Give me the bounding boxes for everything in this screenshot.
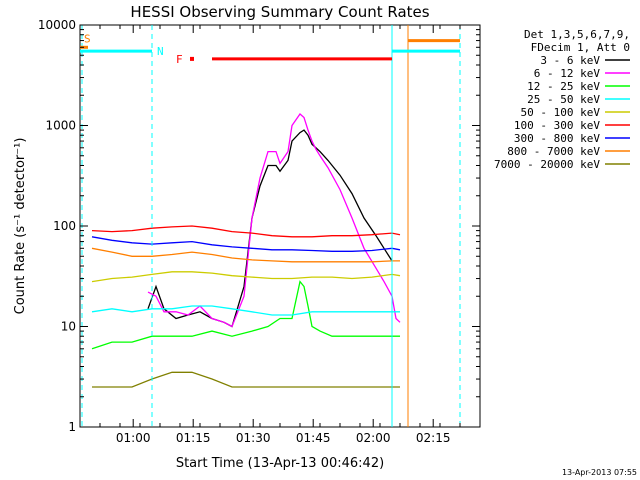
plot-frame <box>79 24 481 428</box>
state-bar-f-dot <box>190 56 194 61</box>
state-label-s: S <box>84 32 91 45</box>
y-tick-label: 1000 <box>45 119 76 133</box>
x-tick-label: 02:15 <box>416 431 451 445</box>
series-layer <box>91 113 401 388</box>
series-6-12-kev-line <box>147 113 401 328</box>
series-3-6-kev-line <box>147 129 393 328</box>
legend-label-50-100-kev: 50 - 100 keV <box>521 106 601 119</box>
series-25-50-kev-line <box>91 305 400 316</box>
x-tick-label: 01:15 <box>176 431 211 445</box>
y-tick-label: 10 <box>61 320 76 334</box>
x-tick-label: 01:00 <box>116 431 151 445</box>
state-label-n: N <box>157 45 164 58</box>
y-tick-label: 1 <box>68 420 76 434</box>
series-50-100-kev-line <box>91 271 401 283</box>
legend-label-6-12-kev: 6 - 12 keV <box>534 67 601 80</box>
series-300-800-kev-line <box>91 236 401 252</box>
series-7000-20000-kev-line <box>92 371 400 388</box>
legend-header-line-2: FDecim 1, Att 0 <box>531 41 630 54</box>
y-tick-label: 10000 <box>38 18 76 32</box>
legend-label-300-800-kev: 300 - 800 keV <box>514 132 600 145</box>
legend: Det 1,3,5,6,7,9, FDecim 1, Att 0 3 - 6 k… <box>494 28 630 171</box>
chart-title: HESSI Observing Summary Count Rates <box>130 3 429 21</box>
legend-label-12-25-kev: 12 - 25 keV <box>527 80 600 93</box>
legend-label-25-50-kev: 25 - 50 keV <box>527 93 600 106</box>
x-tick-label: 01:45 <box>296 431 331 445</box>
legend-label-100-300-kev: 100 - 300 keV <box>514 119 600 132</box>
y-tick-label: 100 <box>53 219 76 233</box>
series-12-25-kev-line <box>91 280 400 350</box>
ticks-layer: 1 10 100 1000 10000 01:00 01:15 01:30 01:45 02:00… <box>38 18 481 445</box>
x-tick-label: 01:30 <box>236 431 271 445</box>
state-bars-layer: S NF <box>80 25 461 427</box>
series-100-300-kev-line <box>91 225 401 238</box>
timestamp: 13-Apr-2013 07:55 <box>562 468 637 477</box>
legend-label-3-6-kev: 3 - 6 keV <box>540 54 600 67</box>
legend-label-7000-20000-kev: 7000 - 20000 keV <box>494 158 600 171</box>
x-tick-label: 02:00 <box>356 431 391 445</box>
x-axis-label: Start Time (13-Apr-13 00:46:42) <box>176 456 384 471</box>
legend-header-line-1: Det 1,3,5,6,7,9, <box>524 28 630 41</box>
series-800-7000-kev-line <box>91 247 400 263</box>
state-label-f: F <box>176 53 183 66</box>
y-axis-label: Count Rate (s⁻¹ detector⁻¹) <box>13 138 28 315</box>
legend-label-800-7000-kev: 800 - 7000 keV <box>507 145 600 158</box>
